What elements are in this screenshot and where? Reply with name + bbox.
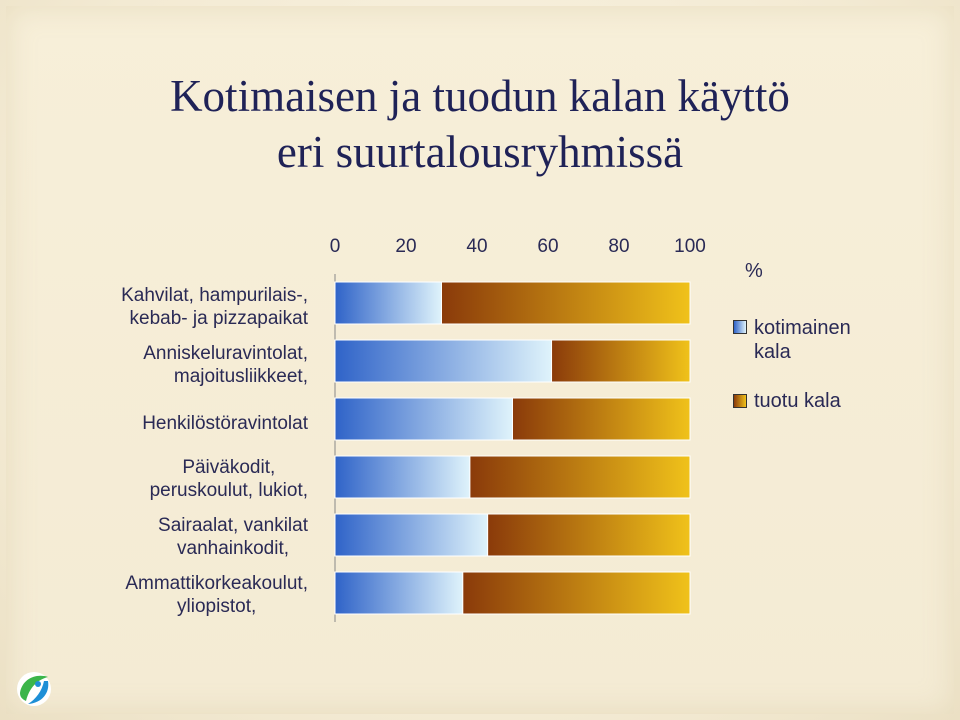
category-label-line: Päiväkodit, [182,457,276,478]
bar-domestic [334,571,464,615]
category-label-ammattikorkeakoulut: Ammattikorkeakoulut, yliopistot, [125,572,308,618]
category-label-sairaalat: Sairaalat, vankilat vanhainkodit, [158,514,308,560]
bar-domestic [334,455,471,499]
legend-swatch-imported [733,394,747,408]
category-label-paivakodit: Päiväkodit, peruskoulut, lukiot, [150,456,308,502]
legend-unit-label: % [745,260,763,282]
category-label-henkilostoravintolat: Henkilöstöravintolat [142,412,308,435]
category-label-line: yliopistot, [177,596,257,617]
bar-imported [469,455,691,499]
x-tick-label: 60 [537,236,558,257]
x-tick-label: 100 [674,236,706,257]
bar-imported [512,397,691,441]
category-label-line: Anniskeluravintolat, [143,343,308,364]
category-label-line: Ammattikorkeakoulut, [125,573,308,594]
legend-label-line: kotimainen [754,317,851,339]
bar-domestic [334,339,553,383]
title-line-2: eri suurtalousryhmissä [276,127,684,177]
bar-domestic [334,513,489,557]
legend-label-line: kala [754,341,791,363]
x-tick-label: 40 [466,236,487,257]
x-tick-label: 0 [330,236,341,257]
bar-domestic [334,397,513,441]
legend-label-imported: tuotu kala [754,390,841,412]
category-label-line: vanhainkodit, [177,538,289,559]
x-tick-label: 20 [395,236,416,257]
legend-swatch-domestic [733,320,747,334]
slide-title: Kotimaisen ja tuodun kalan käyttö eri su… [0,68,960,180]
legend-label-domestic: kotimainen kala [754,316,851,364]
bar-imported [551,339,691,383]
category-label-line: kebab- ja pizzapaikat [129,308,309,329]
category-label-line: Kahvilat, hampurilais-, [121,285,308,306]
plot-area: 0 20 40 60 80 100 [330,236,706,622]
fish-leaf-logo-icon [17,672,51,706]
category-label-line: Sairaalat, vankilat [158,515,308,536]
category-label-line: peruskoulut, lukiot, [149,480,308,501]
category-label-kahvilat: Kahvilat, hampurilais-, kebab- ja pizzap… [121,284,308,330]
title-line-1: Kotimaisen ja tuodun kalan käyttö [170,71,790,121]
bar-imported [441,281,691,325]
x-tick-label: 80 [608,236,629,257]
category-label-line: majoitusliikkeet, [173,366,308,387]
bar-imported [487,513,691,557]
bar-domestic [334,281,442,325]
category-label-anniskeluravintolat: Anniskeluravintolat, majoitusliikkeet, [143,342,308,388]
category-label-line: Henkilöstöravintolat [142,413,308,434]
bar-imported [462,571,691,615]
